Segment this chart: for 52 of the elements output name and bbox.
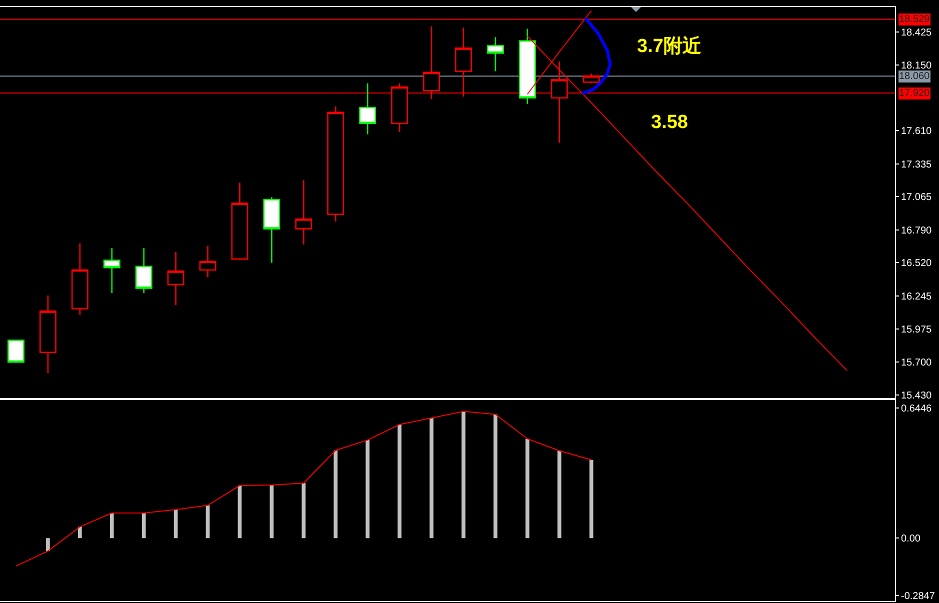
annotation: 3.58 xyxy=(651,112,688,133)
y-tick-label: 18.425 xyxy=(901,27,932,38)
bar xyxy=(589,460,594,538)
bar xyxy=(557,450,562,538)
candlestick xyxy=(231,182,248,260)
bar xyxy=(366,440,370,538)
candlestick xyxy=(359,82,376,135)
y-tick-label: 16.520 xyxy=(901,258,932,270)
candlestick xyxy=(39,294,56,374)
bar xyxy=(494,414,498,538)
y-tick-label: 15.700 xyxy=(901,358,932,369)
y-tick-label: 17.610 xyxy=(901,126,932,138)
y-tick-label: 17.335 xyxy=(901,159,932,170)
candlestick xyxy=(71,242,88,316)
ref-line-label: 18.060 xyxy=(899,71,930,82)
bar xyxy=(525,438,530,538)
y-tick-label: -0.2847 xyxy=(901,591,936,602)
candlestick xyxy=(486,36,504,72)
bar xyxy=(110,513,114,538)
bar xyxy=(462,411,466,538)
candlestick xyxy=(103,248,120,294)
ref-line-label: 18.529 xyxy=(899,14,930,25)
y-tick-label: 18.150 xyxy=(901,60,932,72)
bar xyxy=(430,418,434,538)
bar xyxy=(142,513,146,538)
candlestick xyxy=(199,245,216,278)
bar xyxy=(206,505,210,538)
candlestick xyxy=(582,73,600,84)
y-tick-label: 15.430 xyxy=(901,390,932,402)
candlestick xyxy=(135,248,152,294)
y-tick-label: 16.245 xyxy=(901,292,932,303)
y-tick-label: 16.790 xyxy=(901,226,932,236)
y-tick-label: 0.00 xyxy=(901,534,921,545)
bar xyxy=(78,526,82,538)
bar xyxy=(334,450,338,538)
y-tick-label: 17.065 xyxy=(901,192,932,204)
candlestick xyxy=(518,28,536,105)
candlestick xyxy=(295,180,312,246)
y-tick-label: 0.6446 xyxy=(901,403,932,414)
bar xyxy=(238,486,242,538)
bar xyxy=(302,483,306,538)
bar xyxy=(270,484,274,538)
y-tick-label: 15.975 xyxy=(901,324,932,336)
candlestick xyxy=(8,340,24,363)
bar xyxy=(46,538,50,552)
candlestick xyxy=(167,251,184,306)
candlestick xyxy=(263,196,280,264)
annotation: 3.7附近 xyxy=(637,35,702,57)
line-series xyxy=(15,410,592,567)
candlestick xyxy=(327,106,344,222)
ref-line-label: 17.920 xyxy=(899,88,930,99)
bar xyxy=(398,424,402,538)
